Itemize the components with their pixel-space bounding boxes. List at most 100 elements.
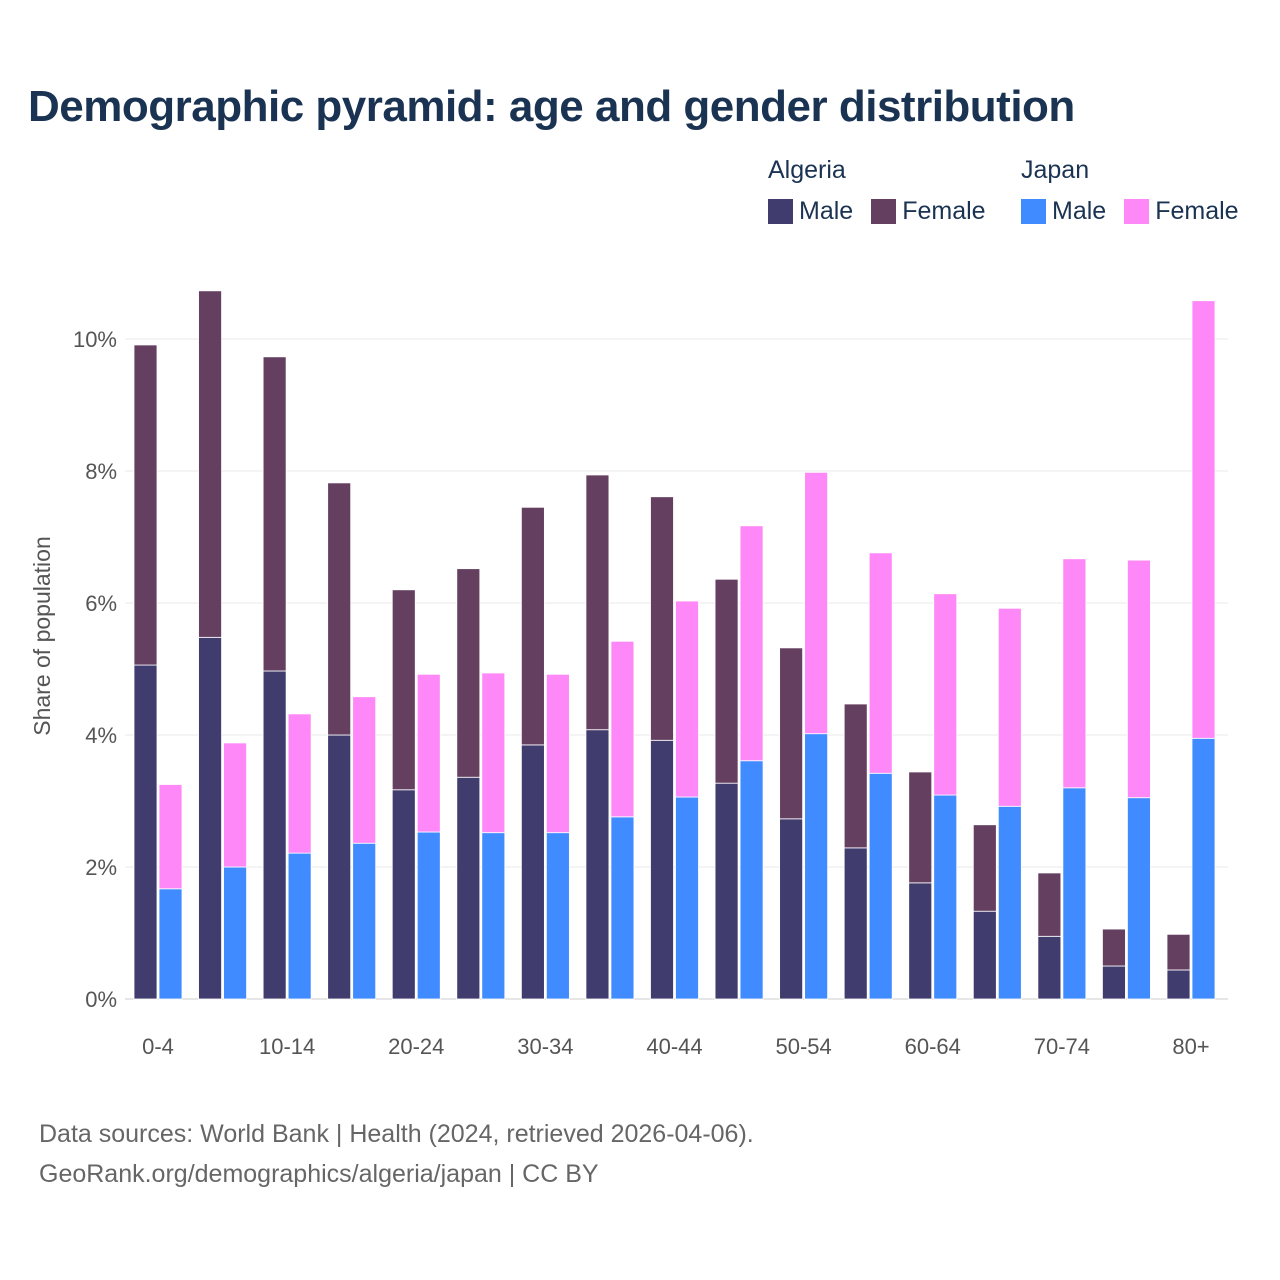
bar-japan-male-10-14[interactable] (287, 852, 312, 1000)
bar-japan-male-75-79[interactable] (1127, 797, 1151, 1000)
y-tick-label: 6% (85, 591, 117, 616)
bar-algeria-male-30-34[interactable] (520, 744, 545, 1000)
footer: Data sources: World Bank | Health (2024,… (39, 1114, 754, 1194)
bar-algeria-female-55-59[interactable] (843, 703, 868, 849)
bar-algeria-male-70-74[interactable] (1037, 935, 1062, 1000)
bar-algeria-male-65-69[interactable] (972, 910, 997, 1000)
bar-algeria-male-35-39[interactable] (585, 729, 610, 1000)
bar-japan-male-20-24[interactable] (416, 831, 441, 1000)
bar-algeria-female-20-24[interactable] (391, 589, 416, 791)
bar-japan-female-60-64[interactable] (933, 593, 958, 796)
bar-algeria-female-45-49[interactable] (714, 578, 739, 784)
bar-japan-male-65-69[interactable] (997, 805, 1022, 1000)
legend-label: Male (799, 197, 854, 225)
bar-japan-female-65-69[interactable] (997, 607, 1022, 807)
legend-item-japan-female[interactable]: Female (1124, 197, 1239, 226)
bar-japan-male-40-44[interactable] (675, 796, 699, 1000)
bar-japan-female-10-14[interactable] (287, 713, 312, 854)
y-axis-label: Share of population (29, 536, 55, 736)
bar-algeria-female-15-19[interactable] (327, 482, 352, 736)
bar-algeria-female-70-74[interactable] (1037, 872, 1062, 937)
bar-japan-female-45-49[interactable] (739, 525, 764, 762)
legend-japan: Japan Male Female (1021, 156, 1239, 226)
bar-algeria-male-75-79[interactable] (1102, 965, 1126, 1000)
bar-algeria-male-5-9[interactable] (198, 636, 222, 1000)
bar-algeria-female-5-9[interactable] (198, 290, 222, 638)
bar-japan-female-50-54[interactable] (804, 471, 829, 735)
bar-algeria-female-0-4[interactable] (133, 344, 158, 666)
bar-algeria-female-80+[interactable] (1166, 933, 1191, 971)
bar-algeria-female-30-34[interactable] (520, 506, 545, 746)
x-tick-label: 70-74 (1034, 1034, 1090, 1059)
bar-japan-female-40-44[interactable] (675, 600, 699, 798)
y-tick-label: 4% (85, 723, 117, 748)
legend-label: Female (902, 197, 986, 225)
bar-algeria-male-50-54[interactable] (779, 818, 804, 1000)
legend-swatch (768, 199, 793, 224)
y-tick-label: 0% (85, 987, 117, 1012)
x-axis-ticks: 0-4 10-14 20-24 30-34 40-44 50-54 60-64 70-74 80… (142, 1034, 1210, 1059)
x-tick-label: 50-54 (775, 1034, 831, 1059)
bar-japan-male-30-34[interactable] (545, 832, 570, 1000)
y-tick-label: 8% (85, 459, 117, 484)
bar-japan-male-45-49[interactable] (739, 760, 764, 1000)
bar-algeria-male-20-24[interactable] (391, 789, 416, 1000)
x-tick-label: 0-4 (142, 1034, 174, 1059)
bar-algeria-male-15-19[interactable] (327, 734, 352, 1000)
bar-japan-male-70-74[interactable] (1062, 787, 1087, 1000)
bar-algeria-female-65-69[interactable] (972, 824, 997, 912)
bar-japan-female-55-59[interactable] (868, 552, 893, 774)
chart-title: Demographic pyramid: age and gender dist… (28, 82, 1075, 131)
bar-japan-female-35-39[interactable] (610, 640, 635, 818)
bar-japan-male-15-19[interactable] (352, 842, 377, 1000)
legend-item-algeria-male[interactable]: Male (768, 197, 853, 226)
bar-japan-female-80+[interactable] (1191, 300, 1216, 739)
x-tick-label: 80+ (1172, 1034, 1209, 1059)
bar-japan-male-55-59[interactable] (868, 772, 893, 1000)
bar-algeria-male-60-64[interactable] (908, 882, 933, 1000)
bar-japan-male-25-29[interactable] (481, 832, 506, 1000)
legend-swatch (1124, 199, 1150, 224)
bar-japan-male-80+[interactable] (1191, 737, 1216, 1000)
bar-japan-female-70-74[interactable] (1062, 558, 1087, 789)
bar-japan-female-25-29[interactable] (481, 672, 506, 834)
x-tick-label: 60-64 (905, 1034, 961, 1059)
bar-algeria-male-25-29[interactable] (456, 776, 481, 1000)
bar-algeria-female-25-29[interactable] (456, 568, 481, 778)
bar-algeria-male-0-4[interactable] (133, 664, 158, 1000)
x-tick-label: 40-44 (646, 1034, 702, 1059)
bar-japan-female-20-24[interactable] (416, 673, 441, 833)
legend-algeria: Algeria Male Female (768, 156, 986, 226)
bar-algeria-male-40-44[interactable] (650, 739, 674, 1000)
bar-japan-male-60-64[interactable] (933, 794, 958, 1000)
bar-japan-female-30-34[interactable] (545, 673, 570, 834)
bar-algeria-female-75-79[interactable] (1102, 928, 1126, 967)
bar-japan-female-15-19[interactable] (352, 696, 377, 844)
bar-japan-male-5-9[interactable] (223, 866, 247, 1000)
bar-algeria-female-40-44[interactable] (650, 496, 674, 741)
bar-algeria-male-80+[interactable] (1166, 969, 1191, 1000)
bar-algeria-male-10-14[interactable] (262, 670, 287, 1000)
bar-japan-male-35-39[interactable] (610, 816, 635, 1000)
bars (133, 290, 1216, 1000)
bar-algeria-male-45-49[interactable] (714, 782, 739, 1000)
bar-japan-female-0-4[interactable] (158, 784, 183, 890)
bar-japan-male-0-4[interactable] (158, 888, 183, 1000)
legend-label: Male (1052, 197, 1107, 225)
bar-algeria-female-60-64[interactable] (908, 771, 933, 884)
legend-swatch (1021, 199, 1046, 224)
x-tick-label: 20-24 (388, 1034, 444, 1059)
bar-algeria-female-35-39[interactable] (585, 474, 610, 731)
bar-algeria-female-10-14[interactable] (262, 356, 287, 672)
bar-algeria-male-55-59[interactable] (843, 847, 868, 1000)
bar-japan-female-5-9[interactable] (223, 742, 247, 868)
legend-group-label: Algeria (768, 156, 846, 184)
bar-japan-male-50-54[interactable] (804, 733, 829, 1000)
x-tick-label: 10-14 (259, 1034, 315, 1059)
bar-japan-female-75-79[interactable] (1127, 559, 1151, 799)
legend-item-algeria-female[interactable]: Female (871, 197, 986, 226)
legend-item-japan-male[interactable]: Male (1021, 197, 1106, 226)
legend-label: Female (1155, 197, 1239, 225)
bar-algeria-female-50-54[interactable] (779, 647, 804, 820)
